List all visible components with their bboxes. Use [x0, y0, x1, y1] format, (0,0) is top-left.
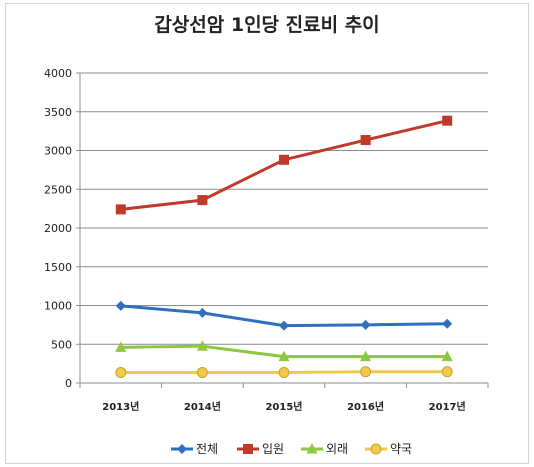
- y-tick-label: 1000: [44, 300, 72, 313]
- data-point: [442, 115, 453, 126]
- data-point: [197, 307, 208, 318]
- x-tick-label: 2013년: [102, 400, 139, 413]
- legend-label: 약국: [390, 441, 412, 456]
- data-point: [115, 300, 126, 311]
- legend-label: 입원: [262, 442, 284, 456]
- series-4: [115, 366, 453, 379]
- x-tick-label: 2015년: [265, 400, 302, 413]
- data-point: [360, 350, 372, 362]
- data-point: [196, 367, 208, 379]
- series-1: [115, 300, 453, 331]
- data-point: [115, 341, 127, 352]
- data-point: [196, 340, 208, 351]
- series-group: [115, 115, 453, 379]
- data-point: [360, 135, 371, 146]
- data-point: [442, 318, 453, 329]
- data-point: [360, 319, 371, 330]
- x-axis: 2013년 2014년 2015년 2016년 2017년: [79, 382, 489, 413]
- y-axis: 0 500 1000 1500 2000 2500 3000 3500 4000: [44, 67, 81, 390]
- y-tick-label: 500: [51, 338, 72, 351]
- legend-label: 전체: [196, 442, 218, 456]
- data-point: [115, 204, 126, 215]
- y-tick-label: 2000: [44, 222, 72, 235]
- chart-title: 갑상선암 1인당 진료비 추이: [154, 14, 380, 36]
- y-tick-label: 1500: [44, 261, 72, 274]
- data-point: [279, 320, 289, 331]
- series-3: [115, 340, 453, 362]
- series-2: [115, 115, 453, 215]
- x-tick-label: 2016년: [347, 400, 384, 413]
- data-point: [441, 350, 453, 362]
- legend-marker: [177, 444, 187, 454]
- legend-item: 외래: [301, 442, 348, 456]
- y-tick-label: 3000: [44, 145, 72, 158]
- data-point: [279, 154, 289, 165]
- legend-item: 입원: [237, 442, 284, 456]
- legend-item: 전체: [171, 442, 218, 456]
- series-line: [120, 119, 448, 211]
- legend-item: 약국: [365, 441, 412, 456]
- legend-marker: [370, 443, 382, 455]
- chart-frame: [5, 3, 529, 464]
- y-tick-label: 4000: [44, 67, 72, 80]
- legend: 전체 입원 외래 약국: [171, 441, 412, 456]
- data-point: [278, 350, 290, 362]
- data-point: [115, 367, 127, 379]
- y-tick-label: 0: [65, 377, 72, 390]
- legend-label: 외래: [326, 442, 348, 456]
- data-point: [441, 366, 453, 378]
- data-point: [360, 366, 372, 378]
- data-point: [197, 195, 208, 206]
- legend-marker: [306, 443, 318, 454]
- x-tick-label: 2017년: [429, 400, 466, 413]
- y-tick-label: 2500: [44, 183, 72, 196]
- gridlines: [80, 72, 488, 384]
- y-tick-label: 3500: [44, 106, 72, 119]
- legend-marker: [243, 444, 253, 454]
- data-point: [278, 367, 290, 379]
- x-tick-label: 2014년: [184, 400, 221, 413]
